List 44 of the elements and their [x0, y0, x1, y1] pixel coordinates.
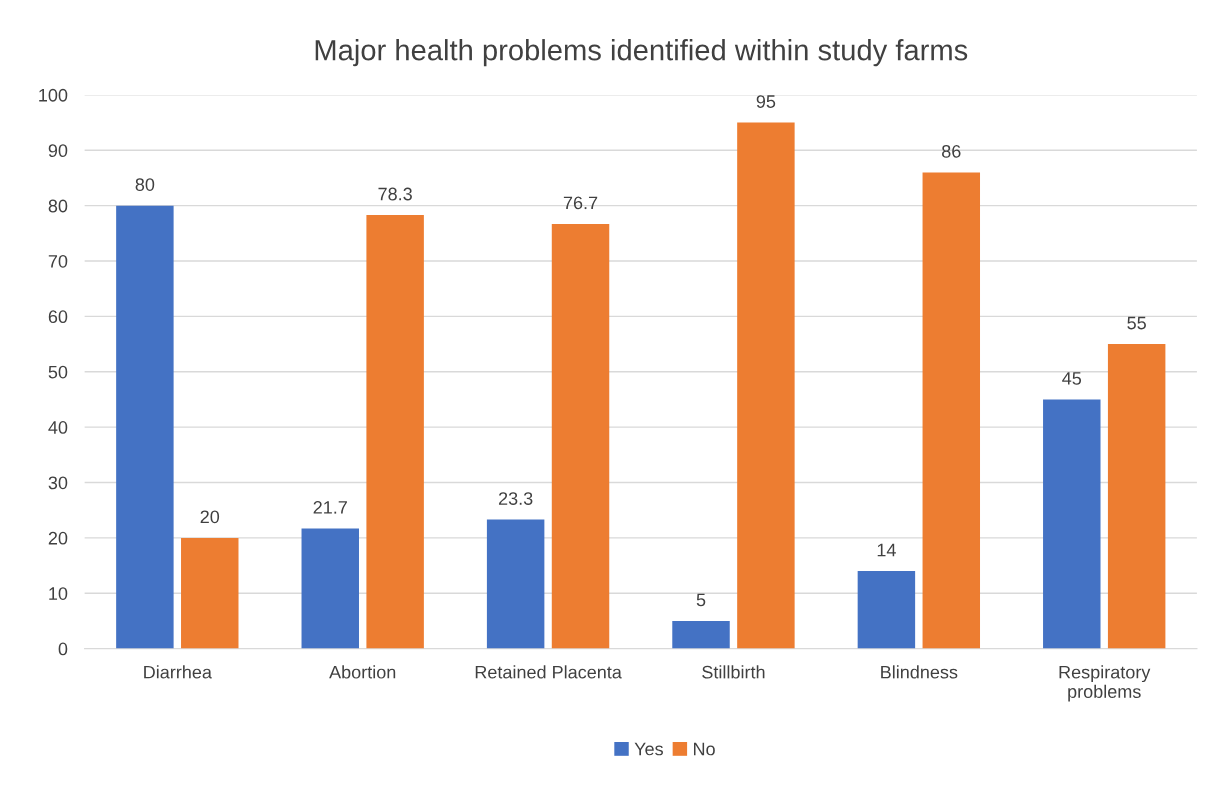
- data-label: 21.7: [313, 501, 347, 514]
- y-tick-label: 70: [48, 254, 68, 268]
- y-tick-label: 90: [48, 144, 68, 158]
- y-tick-label: 50: [48, 365, 68, 379]
- data-label: 76.7: [563, 196, 598, 210]
- data-label: 23.3: [498, 492, 533, 505]
- data-label: 20: [200, 510, 220, 524]
- bar: [857, 571, 916, 649]
- bar: [366, 215, 424, 649]
- data-label: 55: [1127, 316, 1146, 330]
- data-label: 95: [756, 95, 776, 108]
- y-tick-label: 60: [48, 310, 68, 324]
- data-label: 80: [135, 178, 155, 191]
- x-tick-label: Blindness: [881, 665, 958, 679]
- data-label: 86: [942, 144, 961, 158]
- y-tick-label: 40: [48, 421, 68, 434]
- legend-label: Yes: [634, 742, 663, 756]
- data-label: 5: [696, 593, 706, 607]
- data-label: 78.3: [378, 187, 412, 201]
- y-tick-label: 10: [49, 587, 68, 600]
- bar: [737, 122, 795, 649]
- x-tick-label: Retained Placenta: [475, 665, 622, 679]
- bar: [181, 537, 239, 649]
- bar: [301, 528, 359, 649]
- bar: [922, 172, 981, 649]
- bar: [1107, 344, 1166, 649]
- x-tick-label: Respiratory problems: [1059, 665, 1151, 702]
- y-tick-label: 80: [48, 199, 68, 213]
- x-tick-label: Abortion: [329, 665, 396, 679]
- x-tick-label: Stillbirth: [702, 665, 765, 679]
- bar: [1043, 399, 1101, 649]
- bar: [551, 223, 610, 649]
- legend-label: No: [694, 742, 715, 756]
- chart-title: Major health problems identified within study farms: [315, 39, 968, 67]
- bar: [672, 620, 730, 649]
- x-tick-label: Diarrhea: [144, 665, 212, 679]
- data-label: 45: [1062, 372, 1082, 385]
- y-tick-label: 30: [48, 476, 68, 490]
- bar: [116, 205, 174, 649]
- y-tick-label: 20: [48, 531, 68, 545]
- y-tick-label: 100: [39, 88, 68, 102]
- data-label: 14: [877, 543, 896, 557]
- bar: [486, 519, 545, 649]
- y-tick-label: 0: [58, 642, 68, 656]
